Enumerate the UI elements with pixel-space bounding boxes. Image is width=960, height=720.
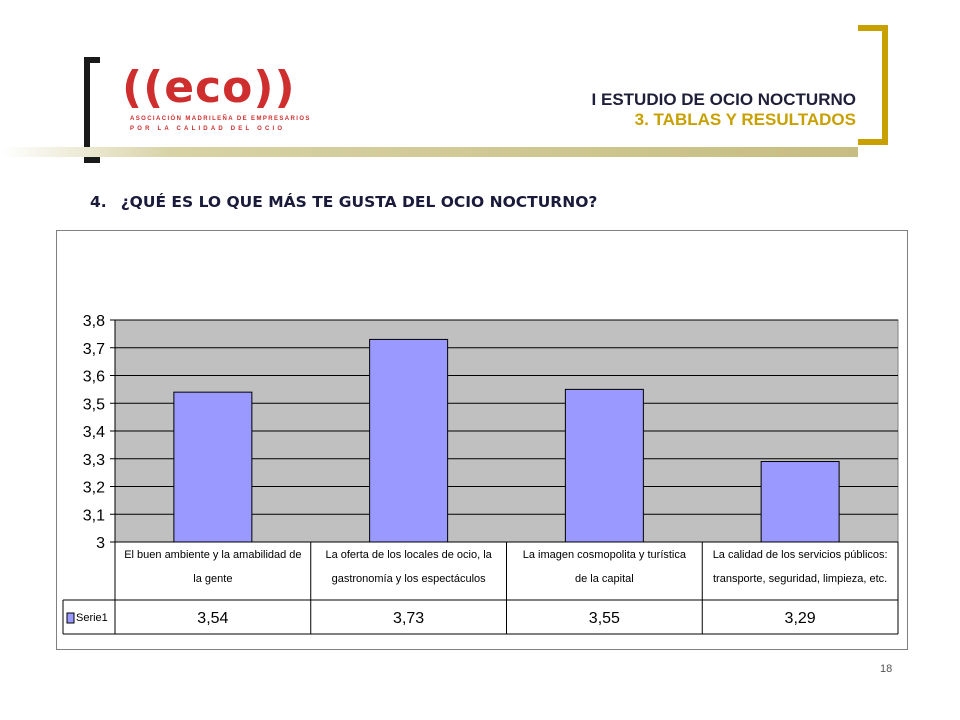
bar	[760, 461, 840, 543]
legend-swatch	[66, 612, 75, 624]
bar	[564, 388, 644, 543]
logo-tagline-1: ASOCIACIÓN MADRILEÑA DE EMPRESARIOS	[130, 116, 311, 122]
x-tick-label: de la capital	[575, 573, 634, 585]
left-bracket-decoration	[84, 57, 100, 163]
y-tick-label: 3,1	[83, 507, 105, 524]
chart-container: 3 3,1 3,2 3,3 3,4 3,5 3,6 3,7 3,8 El buen ambient…	[56, 230, 908, 650]
x-tick-label: El buen ambiente y la amabilidad de	[124, 549, 301, 561]
eco-logo: ((eco)) ASOCIACIÓN MADRILEÑA DE EMPRESAR…	[122, 62, 309, 142]
x-tick-label: La oferta de los locales de ocio, la	[325, 549, 492, 561]
question-heading: 4. ¿QUÉ ES LO QUE MÁS TE GUSTA DEL OCIO N…	[90, 193, 597, 211]
y-tick-label: 3,8	[83, 313, 105, 330]
data-label: 3,73	[393, 610, 424, 627]
y-tick-label: 3,3	[83, 452, 105, 469]
x-tick-label: gastronomía y los espectáculos	[332, 573, 487, 585]
question-text: ¿QUÉ ES LO QUE MÁS TE GUSTA DEL OCIO NOC…	[120, 193, 598, 211]
x-tick-label: la gente	[193, 573, 232, 585]
page-subtitle: 3. TABLAS Y RESULTADOS	[634, 110, 856, 129]
y-tick-label: 3,5	[83, 396, 105, 413]
data-label: 3,55	[589, 610, 620, 627]
data-label: 3,29	[785, 610, 816, 627]
right-bracket-decoration	[858, 25, 888, 145]
header-divider	[0, 147, 858, 157]
legend-label: Serie1	[76, 612, 108, 624]
page-title: I ESTUDIO DE OCIO NOCTURNO	[591, 90, 856, 109]
x-tick-label: transporte, seguridad, limpieza, etc.	[713, 573, 887, 585]
y-tick-label: 3,6	[83, 369, 105, 386]
page-number: 18	[880, 663, 893, 675]
y-tick-label: 3,7	[83, 341, 105, 358]
logo-tagline-2: POR LA CALIDAD DEL OCIO	[130, 126, 286, 132]
bar	[369, 338, 449, 543]
x-tick-label: La imagen cosmopolita y turística	[523, 549, 687, 561]
bar-chart: 3 3,1 3,2 3,3 3,4 3,5 3,6 3,7 3,8 El buen ambient…	[62, 313, 899, 635]
question-number: 4.	[90, 193, 107, 211]
y-tick-label: 3,2	[83, 480, 105, 497]
y-tick-label: 3,4	[83, 424, 105, 441]
logo-wordmark: ((eco))	[122, 62, 296, 113]
x-tick-label: La calidad de los servicios públicos:	[713, 549, 888, 561]
data-label: 3,54	[197, 610, 228, 627]
bar	[173, 391, 253, 543]
y-tick-label: 3	[96, 535, 105, 552]
